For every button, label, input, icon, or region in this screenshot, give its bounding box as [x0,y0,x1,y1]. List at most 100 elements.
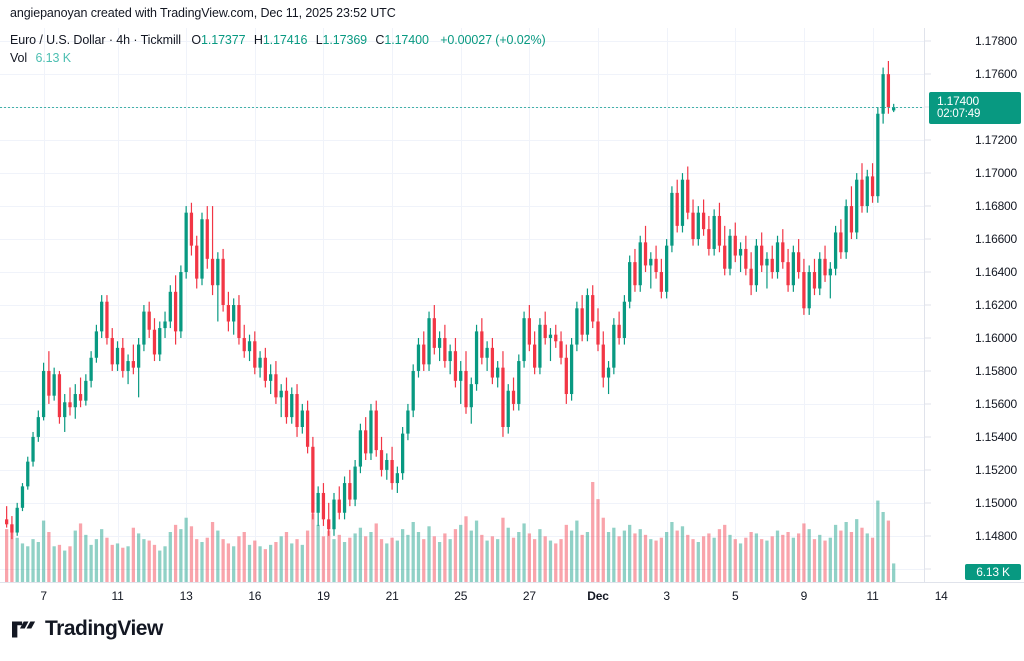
chart-container[interactable]: Euro / U.S. Dollar · 4h · Tickmill O1.17… [0,28,1024,611]
gridline-horizontal [0,338,924,339]
candle-body [221,258,225,305]
volume-bar [543,536,547,582]
candle-body [337,499,341,513]
legend-low-value: 1.17369 [322,33,368,47]
volume-bar [115,543,120,582]
candle-body [654,258,658,273]
gridline-vertical [323,28,324,582]
volume-bar [395,540,399,582]
volume-bar [279,536,283,582]
volume-bar [654,540,658,582]
candle-body [232,305,236,322]
time-tick-label: 19 [316,589,330,603]
gridline-horizontal [0,239,924,240]
volume-bar [385,543,389,582]
volume-bar [691,539,695,582]
volume-bar [5,529,9,582]
candle-body [659,272,663,292]
candle-body [416,344,421,371]
candle-body [184,212,188,273]
price-tick-label: 1.16000 [975,330,1017,345]
volume-bar [844,522,848,582]
candle-body [754,245,759,286]
legend-volume-value: 6.13 K [35,51,71,65]
candle-body [152,329,157,355]
candle-body [57,374,62,418]
candle-body [406,410,410,434]
price-tick-dash [925,205,931,207]
candle-body [78,394,83,401]
volume-bar [358,527,363,582]
candle-body [179,272,183,332]
candle-body [580,308,584,335]
legend-sep-2: · [130,33,141,47]
volume-bar [728,534,732,582]
volume-bar [480,534,484,582]
candle-body [374,410,378,451]
volume-bar [189,526,194,582]
candle-body [870,176,875,197]
candle-body [881,74,885,114]
candle-body [94,331,99,358]
price-tick-dash [925,502,931,504]
volume-bar [738,543,743,582]
volume-bar [105,537,109,582]
chart-plot-area[interactable]: Euro / U.S. Dollar · 4h · Tickmill O1.17… [0,28,924,582]
legend-volume-row: Vol 6.13 K [10,50,546,67]
candle-body [26,461,30,487]
volume-bar [348,537,352,582]
volume-bar [791,537,795,582]
candle-body [517,361,521,404]
gridline-horizontal [0,173,924,174]
volume-bar [633,533,637,582]
candle-body [84,380,88,401]
time-tick-label: 14 [934,589,948,603]
gridline-horizontal [0,272,924,273]
candle-body [411,370,415,411]
price-tick-dash [925,106,931,108]
gridline-vertical [44,28,45,582]
legend-open-label: O [191,33,201,47]
candle-body [474,331,479,385]
volume-bar [158,550,162,582]
candle-body [369,410,373,454]
legend-open-value: 1.17377 [201,33,246,47]
volume-badge[interactable]: 6.13 K [965,564,1021,580]
time-axis[interactable]: 7 11 13 16 19 21 25 27 Dec 3 5 9 11 14 [0,582,1024,611]
gridline-horizontal [0,74,924,75]
price-tick-label: 1.15600 [975,396,1017,411]
candle-body [833,232,838,269]
volume-bar [612,527,616,582]
volume-bar [142,539,146,582]
credit-watermark: angiepanoyan created with TradingView.co… [10,6,396,20]
candle-body [258,357,262,368]
volume-bar [638,529,642,582]
chart-legend[interactable]: Euro / U.S. Dollar · 4h · Tickmill O1.17… [10,32,546,67]
volume-bar [247,544,252,582]
volume-bar [828,537,832,582]
gridline-vertical [598,28,599,582]
candlestick-series [5,60,896,582]
candle-body [686,179,690,213]
volume-bar [205,537,209,582]
candle-body [828,268,832,276]
candle-body [617,324,621,338]
volume-bar [459,524,463,582]
volume-bar [305,530,310,582]
candle-body [68,402,72,408]
candle-body [501,367,505,428]
price-tick-label: 1.16400 [975,265,1017,280]
candle-body [332,499,336,530]
price-axis[interactable]: 1.17800 1.17600 1.17400 1.17200 1.17000 1.168… [924,28,1024,582]
candle-body [569,344,574,395]
candle-body [733,235,737,256]
gridline-vertical [735,28,736,582]
candle-body [633,262,637,286]
volume-bar [707,533,711,582]
candle-body [342,483,347,513]
last-price-badge[interactable]: 1.17400 02:07:49 [929,92,1021,125]
legend-symbol[interactable]: Euro / U.S. Dollar [10,33,106,47]
legend-interval[interactable]: 4h [116,33,130,47]
candle-body [622,301,627,338]
candle-body [860,179,864,207]
